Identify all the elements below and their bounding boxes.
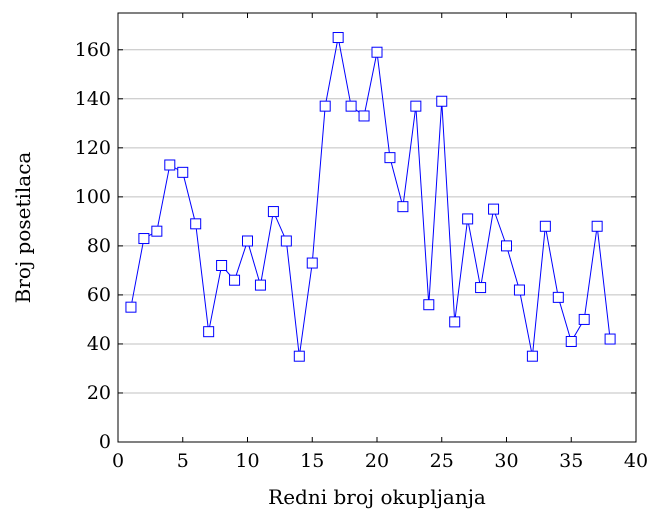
y-tick-label: 120 <box>75 137 111 159</box>
data-point-marker <box>604 333 616 345</box>
data-point-marker <box>552 291 564 303</box>
data-point-marker <box>319 100 331 112</box>
data-point-marker <box>384 152 396 164</box>
data-point-marker <box>164 159 176 171</box>
data-point-marker <box>125 301 137 313</box>
data-point-marker <box>565 335 577 347</box>
data-point-marker <box>358 110 370 122</box>
y-tick-label: 140 <box>75 88 111 110</box>
x-tick-label: 15 <box>300 450 324 472</box>
data-point-marker <box>397 201 409 213</box>
data-point-marker <box>501 240 512 252</box>
data-point-marker <box>242 235 253 247</box>
y-tick-label: 80 <box>87 235 111 257</box>
data-point-marker <box>462 213 474 225</box>
data-point-marker <box>190 218 202 230</box>
x-tick-label: 30 <box>494 450 518 472</box>
data-point-marker <box>151 225 163 237</box>
data-point-marker <box>332 32 344 44</box>
y-tick-label: 160 <box>75 39 111 61</box>
data-point-marker <box>280 235 292 247</box>
data-point-marker <box>423 299 435 311</box>
y-tick-label: 20 <box>87 382 111 404</box>
data-point-marker <box>216 259 228 271</box>
x-axis-label: Redni broj okupljanja <box>268 485 486 509</box>
data-point-marker <box>267 206 279 218</box>
data-point-marker <box>513 284 525 296</box>
data-point-marker <box>254 279 266 291</box>
data-point-marker <box>526 350 538 362</box>
x-tick-label: 0 <box>112 450 124 472</box>
data-point-marker <box>229 274 241 286</box>
data-point-marker <box>138 233 150 245</box>
x-tick-label: 25 <box>430 450 454 472</box>
y-tick-label: 100 <box>75 186 111 208</box>
data-point-marker <box>177 166 189 178</box>
data-point-marker <box>306 257 318 269</box>
y-tick-label: 0 <box>99 431 111 453</box>
data-point-marker <box>449 316 461 328</box>
data-point-marker <box>293 350 305 362</box>
data-point-marker <box>203 326 215 338</box>
x-tick-label: 35 <box>559 450 583 472</box>
data-point-marker <box>345 100 357 112</box>
data-point-marker <box>578 313 590 325</box>
data-point-marker <box>371 46 383 58</box>
y-tick-label: 60 <box>87 284 111 306</box>
series-group <box>125 32 616 362</box>
series-line <box>130 37 611 357</box>
axis-ticks: 0 20 40 60 80 100 120 140 160 0 5 10 15 20 25 30 35 40 <box>75 13 648 472</box>
data-point-marker <box>410 100 422 112</box>
data-point-marker <box>539 220 551 232</box>
x-tick-label: 40 <box>624 450 648 472</box>
data-point-marker <box>488 203 500 215</box>
y-axis-label: Broj posetilaca <box>11 152 35 304</box>
x-tick-label: 20 <box>365 450 389 472</box>
data-point-marker <box>591 220 603 232</box>
data-point-marker <box>436 95 448 107</box>
x-tick-label: 10 <box>235 450 259 472</box>
x-tick-label: 5 <box>177 450 189 472</box>
data-point-marker <box>475 282 487 294</box>
y-tick-label: 40 <box>87 333 111 355</box>
